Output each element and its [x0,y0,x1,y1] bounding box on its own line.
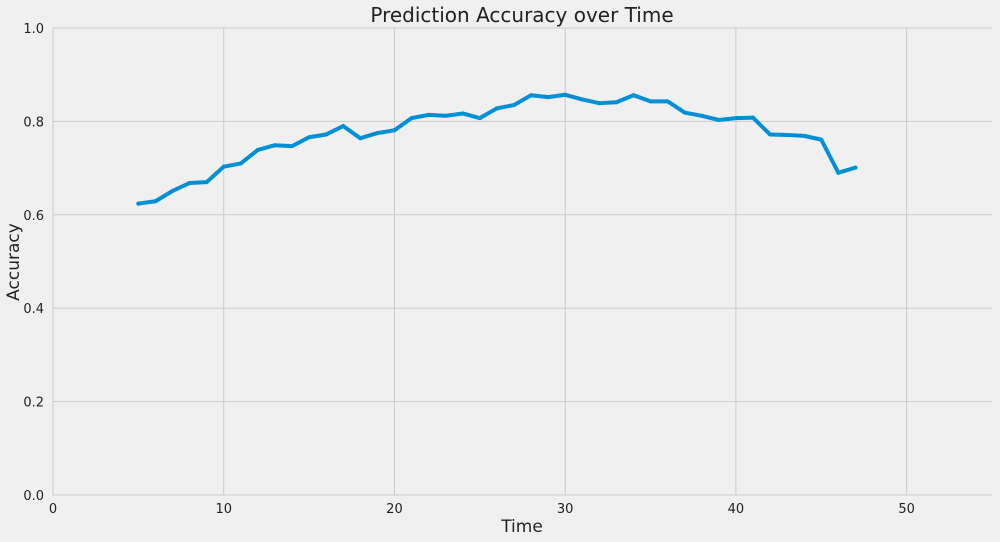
data-point [665,99,670,104]
data-point [819,137,824,142]
x-tick-labels: 0 10 20 30 40 50 [49,502,915,517]
data-point [409,116,414,121]
data-point [563,92,568,97]
data-point [358,136,363,141]
data-point [272,143,277,148]
x-tick-label: 30 [557,502,574,517]
data-point [853,165,858,170]
data-point [546,95,551,100]
data-point [392,128,397,133]
x-tick-label: 0 [49,502,57,517]
data-point [529,93,534,98]
y-tick-label: 0.0 [23,489,44,504]
data-point [221,164,226,169]
data-point [238,161,243,166]
y-axis-label: Accuracy [4,223,24,301]
data-point [802,133,807,138]
data-point [716,117,721,122]
data-point [341,124,346,129]
x-tick-label: 10 [215,502,232,517]
data-point [785,132,790,137]
y-tick-label: 1.0 [23,22,44,37]
y-tick-label: 0.2 [23,396,44,411]
x-tick-label: 20 [386,502,403,517]
data-point [597,101,602,106]
data-point [682,110,687,115]
data-point [460,111,465,116]
data-point [511,103,516,108]
grid [52,27,992,496]
data-point [426,112,431,117]
x-tick-label: 40 [728,502,745,517]
series-line [136,92,858,206]
y-tick-label: 0.6 [23,209,44,224]
data-point [580,97,585,102]
chart-title: Prediction Accuracy over Time [370,3,673,27]
series-layer [136,92,858,206]
data-point [477,116,482,121]
x-axis-label: Time [500,517,543,537]
data-point [733,116,738,121]
data-point [768,132,773,137]
y-tick-labels: 0.0 0.2 0.4 0.6 0.8 1.0 [23,22,44,504]
data-point [750,115,755,120]
data-point [699,113,704,118]
data-point [187,181,192,186]
x-tick-label: 50 [898,502,915,517]
y-tick-label: 0.8 [23,115,44,130]
data-point [204,180,209,185]
data-point [443,113,448,118]
data-point [136,201,141,206]
data-point [614,100,619,105]
data-point [290,144,295,149]
y-tick-label: 0.4 [23,302,44,317]
data-point [836,170,841,175]
data-point [307,135,312,140]
data-point [324,132,329,137]
data-point [170,188,175,193]
data-point [255,147,260,152]
data-point [631,93,636,98]
data-point [494,106,499,111]
data-point [375,131,380,136]
data-point [648,99,653,104]
data-point [153,199,158,204]
